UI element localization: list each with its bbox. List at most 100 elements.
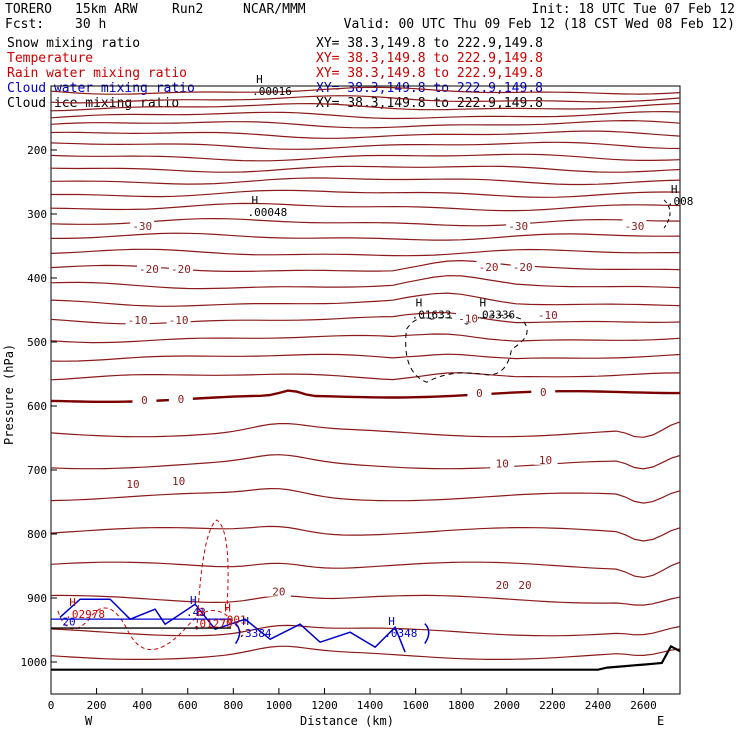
- model-name: TORERO: [5, 2, 52, 17]
- label-background: [456, 311, 481, 324]
- maximum-value-label: .0348: [384, 627, 417, 640]
- x-tick-label: 1600: [402, 699, 429, 712]
- organization: NCAR/MMM: [243, 2, 306, 17]
- x-tick-label: 1200: [311, 699, 338, 712]
- x-tick-label: 2000: [494, 699, 521, 712]
- cloud-water-contour: [234, 623, 241, 645]
- init-time: Init: 18 UTC Tue 07 Feb 12: [532, 2, 736, 17]
- maximum-value-label: .03336: [475, 308, 515, 321]
- hydrometeor-contours: [51, 199, 671, 653]
- cloud-water-contour: [59, 598, 406, 653]
- maximum-value-label: .008: [667, 195, 694, 208]
- x-tick-label: 1800: [448, 699, 475, 712]
- maximum-marker: H: [224, 602, 231, 615]
- temperature-contours: [50, 86, 681, 671]
- temperature-contour-label: 20: [272, 586, 285, 599]
- maximum-value-label: .00048: [248, 206, 288, 219]
- y-tick-label: 500: [27, 336, 47, 349]
- isotherm-line: [50, 421, 681, 438]
- y-axis-label: Pressure (hPa): [2, 344, 16, 445]
- isotherm-line: [50, 177, 681, 186]
- isotherm-line: [50, 86, 681, 95]
- cloud-water-contour: [424, 623, 430, 645]
- isotherm-line: [50, 333, 681, 344]
- legend-field-label: Snow mixing ratio: [7, 36, 140, 51]
- isotherm-line: [50, 119, 681, 129]
- temperature-contour-label: 0: [476, 387, 483, 400]
- temperature-contour-label: -30: [624, 220, 644, 233]
- snow-contour: [405, 314, 528, 383]
- label-background: [490, 578, 515, 591]
- isotherm-line: [50, 645, 681, 661]
- temperature-contour-label: -20: [171, 263, 191, 276]
- y-tick-label: 600: [27, 400, 47, 413]
- maximum-marker: H: [671, 183, 678, 196]
- plot-frame: [50, 85, 681, 695]
- label-background: [125, 313, 150, 326]
- y-tick-label: 300: [27, 208, 47, 221]
- y-tick-label: 400: [27, 272, 47, 285]
- legend-field-xy: XY= 38.3,149.8 to 222.9,149.8: [316, 36, 543, 51]
- label-background: [121, 477, 146, 490]
- label-background: [266, 584, 291, 597]
- valid-time: Valid: 00 UTC Thu 09 Feb 12 (18 CST Wed …: [344, 17, 735, 32]
- temperature-contour-label: 10: [496, 458, 509, 471]
- maximum-marker: H: [479, 296, 486, 309]
- y-tick-label: 200: [27, 144, 47, 157]
- isotherm-line: [50, 292, 681, 307]
- rain-contour: [57, 607, 244, 651]
- extra-contour-label: 20: [62, 616, 75, 629]
- temperature-contour-label: -10: [458, 312, 478, 325]
- isotherm-line: [50, 275, 681, 290]
- temperature-contour-label: 10: [539, 454, 552, 467]
- isotherm-line: [50, 353, 681, 362]
- legend-field-label: Rain water mixing ratio: [7, 66, 187, 81]
- maximum-marker: H: [242, 615, 249, 628]
- label-background: [490, 456, 515, 469]
- isotherm-line: [50, 165, 681, 173]
- isotherm-line: [50, 594, 681, 606]
- surface-line: [51, 644, 681, 671]
- x-tick-label: 2600: [630, 699, 657, 712]
- x-tick-label: 2200: [539, 699, 566, 712]
- temperature-contour-label: -10: [169, 314, 189, 327]
- maximum-value-label: .001: [220, 614, 247, 627]
- x-tick-label: 2400: [585, 699, 612, 712]
- legend-field-label: Temperature: [7, 51, 93, 66]
- y-tick-label: 1000: [21, 656, 48, 669]
- label-background: [535, 308, 560, 321]
- temperature-contour-label: -20: [139, 263, 159, 276]
- label-background: [136, 262, 161, 275]
- forecast-hour: 30 h: [75, 17, 106, 32]
- contour-labels: -30 -30 -30 -20 -20 -20 -20 -10 -10 -10 -10 0 0 0 0 10 1…: [62, 73, 693, 640]
- label-background: [533, 452, 558, 465]
- temperature-contour-label: 0: [540, 386, 547, 399]
- rain-contour: [196, 519, 229, 631]
- label-background: [132, 393, 157, 406]
- label-background: [166, 313, 191, 326]
- temperature-contour-label: -20: [513, 261, 533, 274]
- maximum-marker: H: [388, 615, 395, 628]
- maximum-value-label: .43: [186, 606, 206, 619]
- label-background: [166, 473, 191, 486]
- temperature-contour-label: 0: [178, 393, 185, 406]
- isotherm-line: [50, 153, 681, 162]
- isotherm-line: [50, 454, 681, 470]
- label-background: [531, 384, 556, 397]
- legend-field-label: Cloud water mixing ratio: [7, 81, 195, 96]
- maximum-marker: H: [69, 596, 76, 609]
- temperature-contour-label: -10: [128, 314, 148, 327]
- temperature-contour-label: -30: [132, 220, 152, 233]
- isotherm-line: [50, 110, 681, 120]
- isotherm-line: [50, 141, 681, 150]
- plot-area: [50, 85, 681, 695]
- label-background: [168, 391, 193, 404]
- label-background: [168, 262, 193, 275]
- temperature-contour-label: -20: [479, 261, 499, 274]
- x-tick-label: 400: [132, 699, 152, 712]
- label-background: [513, 578, 538, 591]
- label-background: [476, 260, 501, 273]
- isotherm-line: [50, 102, 681, 112]
- y-tick-label: 700: [27, 464, 47, 477]
